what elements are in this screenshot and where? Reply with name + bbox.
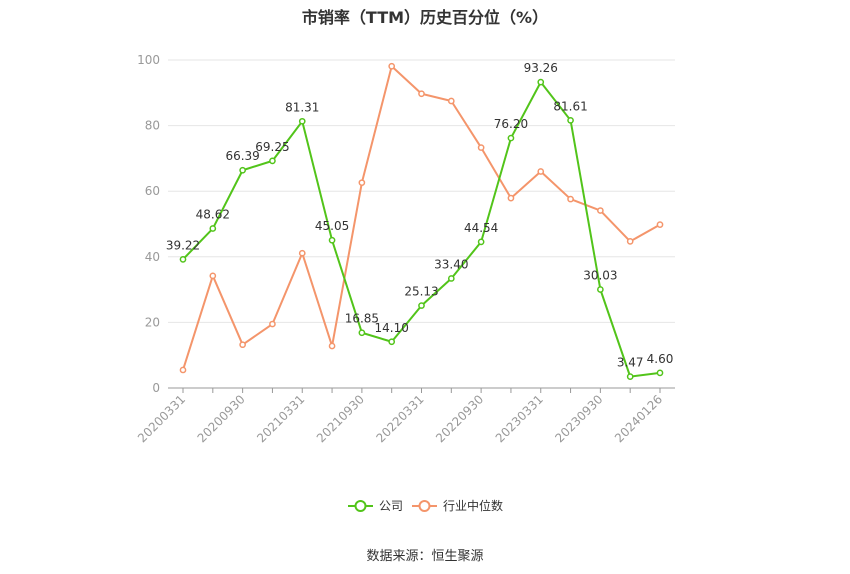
data-point xyxy=(179,256,187,263)
data-point xyxy=(418,90,425,98)
data-point xyxy=(269,320,276,328)
data-label: 81.31 xyxy=(285,100,319,114)
data-label: 25.13 xyxy=(404,285,438,299)
data-point xyxy=(626,238,634,245)
data-label: 44.54 xyxy=(464,221,498,235)
x-tick-label: 20220930 xyxy=(433,392,486,445)
data-point xyxy=(328,342,336,350)
x-axis: 20200331 20200930 20210331 20210930 20220331… xyxy=(135,387,675,445)
data-point xyxy=(388,62,396,70)
data-point xyxy=(358,179,366,187)
data-source: 数据来源：恒生聚源 xyxy=(366,549,484,564)
data-point xyxy=(626,373,634,380)
y-tick-label: 20 xyxy=(145,315,160,329)
legend-marker xyxy=(354,500,367,512)
x-tick-label: 20200930 xyxy=(195,392,248,445)
data-label: 81.61 xyxy=(553,99,587,113)
data-point xyxy=(179,366,187,374)
data-point xyxy=(597,207,604,214)
data-point xyxy=(239,166,246,174)
y-tick-label: 100 xyxy=(137,53,160,67)
data-point xyxy=(656,221,664,229)
data-label: 76.20 xyxy=(494,117,528,131)
data-point xyxy=(418,302,425,309)
data-label: 93.26 xyxy=(524,61,558,75)
data-point xyxy=(447,275,455,282)
data-label: 48.62 xyxy=(196,208,230,222)
series-lines xyxy=(179,62,664,380)
legend-label: 公司 xyxy=(379,499,403,513)
x-tick-label: 20210331 xyxy=(254,392,307,445)
data-label: 16.85 xyxy=(345,312,379,326)
x-tick-label: 20200331 xyxy=(135,392,188,445)
data-label: 14.10 xyxy=(375,321,409,335)
y-axis-ticks: 0 20 40 60 80 100 xyxy=(137,53,160,395)
legend-marker xyxy=(418,500,431,512)
y-tick-label: 0 xyxy=(152,381,160,395)
data-label: 39.22 xyxy=(166,238,200,252)
series-line xyxy=(182,81,661,378)
data-point xyxy=(209,272,217,280)
data-point xyxy=(507,194,515,202)
data-point xyxy=(507,134,515,142)
data-point xyxy=(358,329,366,337)
data-point xyxy=(656,369,664,377)
data-point xyxy=(477,238,485,246)
data-point xyxy=(537,78,545,86)
data-point xyxy=(269,157,276,165)
data-point xyxy=(447,97,455,105)
data-point xyxy=(477,144,485,151)
data-point xyxy=(567,195,574,203)
data-point xyxy=(537,168,545,175)
data-point xyxy=(298,249,306,257)
chart-title: 市销率（TTM）历史百分位（%） xyxy=(301,8,549,27)
legend: 公司 行业中位数 xyxy=(348,498,503,513)
y-tick-label: 40 xyxy=(145,250,160,264)
data-label: 69.25 xyxy=(255,140,289,154)
data-point xyxy=(567,116,574,124)
data-label: 45.05 xyxy=(315,219,349,233)
data-point xyxy=(388,338,396,346)
x-tick-label: 20230331 xyxy=(493,392,546,445)
x-tick-label: 20210930 xyxy=(314,392,367,445)
data-label: 3.47 xyxy=(617,356,644,370)
grid-lines xyxy=(168,59,675,323)
data-point xyxy=(328,236,336,244)
data-point xyxy=(239,341,246,349)
data-point xyxy=(298,117,306,125)
x-tick-label: 20220331 xyxy=(374,392,427,445)
x-tick-label: 20240126 xyxy=(612,392,665,445)
y-tick-label: 60 xyxy=(145,184,160,198)
x-tick-label: 20230930 xyxy=(552,392,605,445)
data-label: 33.40 xyxy=(434,257,468,271)
data-label: 66.39 xyxy=(225,149,259,163)
data-label: 4.60 xyxy=(647,352,674,366)
data-point xyxy=(597,286,604,293)
data-point xyxy=(209,225,217,232)
y-tick-label: 80 xyxy=(145,119,160,133)
legend-label: 行业中位数 xyxy=(443,498,503,513)
data-label: 30.03 xyxy=(583,269,617,283)
